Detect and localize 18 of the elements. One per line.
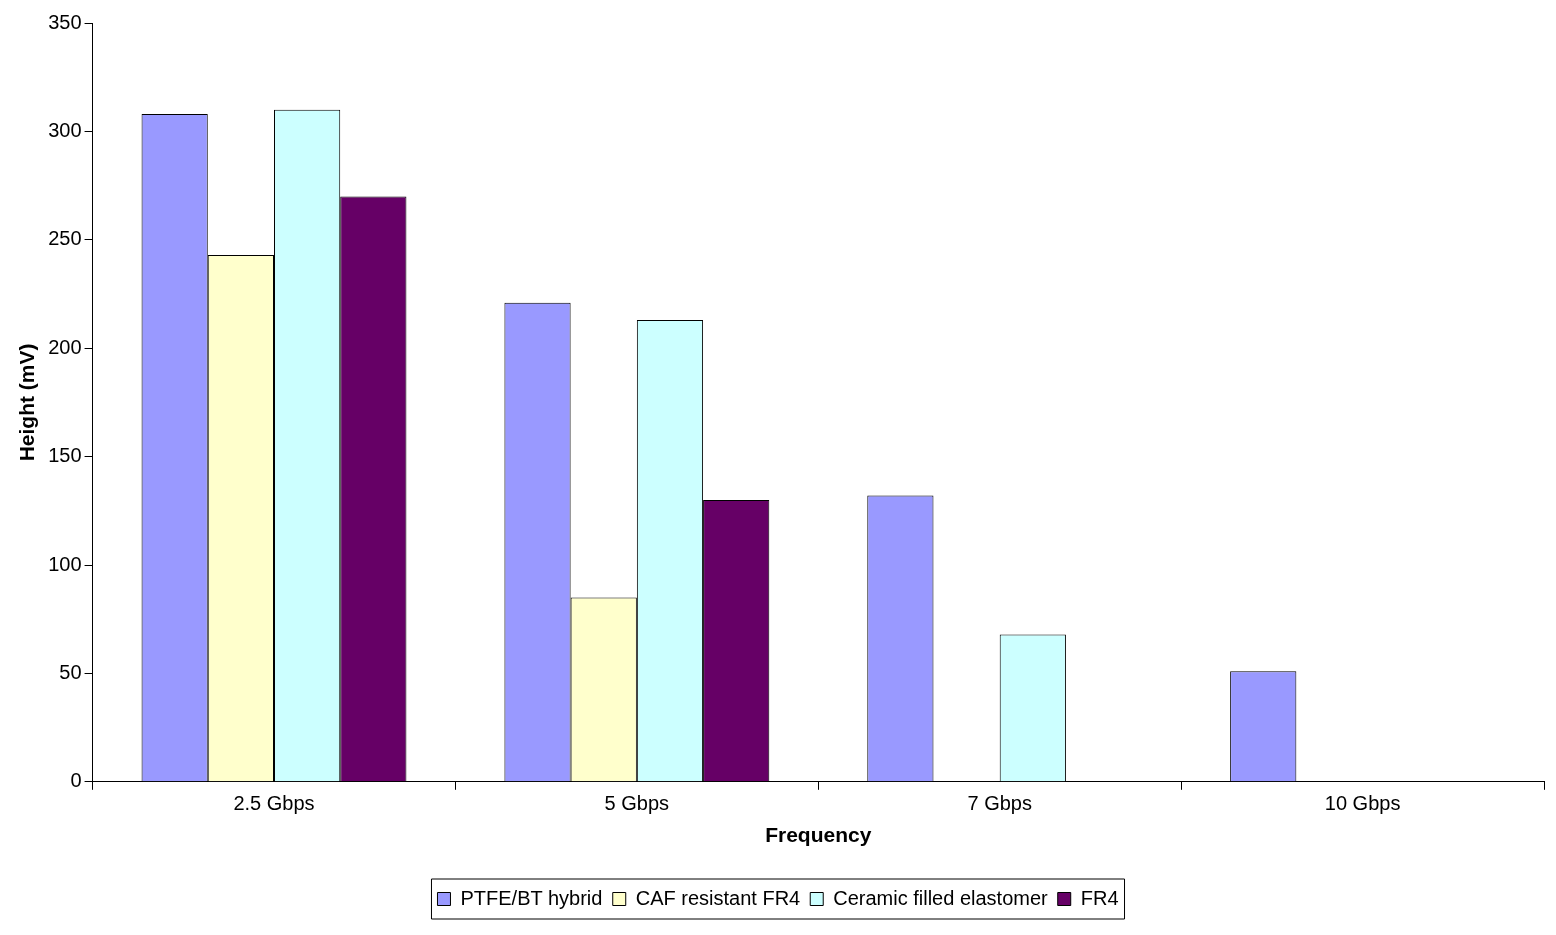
y-tick-label: 100 (48, 552, 82, 575)
x-tick-label: 10 Gbps (1324, 792, 1401, 815)
y-axis-title: Height (mV) (15, 343, 39, 462)
x-tick-label: 5 Gbps (604, 792, 670, 815)
legend-label: Ceramic filled elastomer (833, 886, 1049, 909)
y-tick-label: 150 (48, 444, 82, 467)
y-tick-label: 250 (48, 227, 82, 250)
y-tick-label: 0 (70, 769, 82, 792)
y-tick-label: 300 (48, 118, 82, 141)
y-tick-label: 350 (48, 10, 82, 33)
x-axis-title: Frequency (765, 823, 872, 847)
x-tick-label: 2.5 Gbps (233, 792, 315, 815)
y-tick-label: 200 (48, 335, 82, 358)
legend-label: PTFE/BT hybrid (460, 886, 603, 909)
y-tick-label: 50 (59, 660, 82, 683)
legend-label: FR4 (1080, 886, 1119, 909)
legend-label: CAF resistant FR4 (635, 886, 801, 909)
x-tick-label: 7 Gbps (967, 792, 1032, 815)
